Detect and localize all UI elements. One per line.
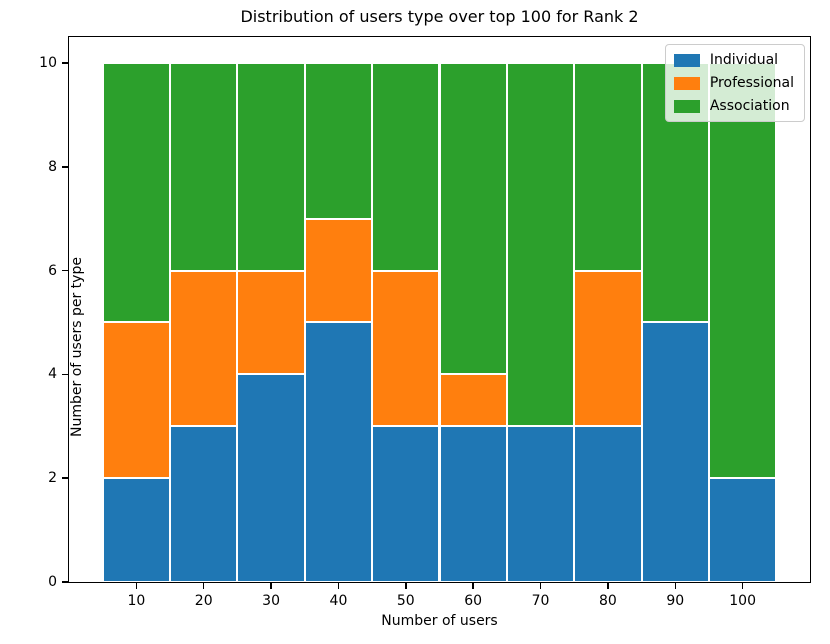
x-tick-mark [674, 583, 677, 589]
x-tick-label: 40 [329, 593, 348, 609]
bar-segment-individual-80 [574, 426, 642, 582]
bar-segment-professional-40 [304, 218, 373, 323]
bar-segment-individual-10 [102, 478, 171, 582]
bar-segment-association-70 [506, 62, 575, 427]
legend-label: Individual [709, 52, 779, 68]
bar-segment-individual-50 [372, 426, 440, 582]
legend-swatch-icon [673, 53, 700, 67]
legend-label: Association [709, 98, 790, 114]
bar-segment-professional-10 [102, 322, 171, 479]
x-tick-label: 100 [729, 593, 756, 609]
chart-title: Distribution of users type over top 100 … [240, 7, 639, 26]
legend-item-individual: Individual [673, 52, 794, 68]
bar-segment-individual-90 [641, 322, 709, 582]
legend: Individual Professional Association [664, 44, 805, 122]
legend-swatch-icon [673, 76, 700, 90]
x-tick-mark [539, 583, 542, 589]
legend-item-professional: Professional [673, 75, 794, 91]
y-tick-label: 2 [48, 470, 57, 487]
x-tick-label: 30 [262, 593, 280, 609]
x-tick-label: 50 [396, 593, 415, 609]
x-tick-label: 70 [531, 593, 550, 609]
y-tick-mark [62, 373, 68, 376]
bar-segment-individual-100 [708, 478, 777, 582]
bar-segment-professional-80 [574, 270, 642, 427]
y-tick-mark [62, 477, 68, 479]
bar-segment-professional-50 [372, 270, 440, 427]
bar-segment-individual-30 [237, 374, 305, 582]
plot-area: Number of users per type 10 20 30 40 50 60 70 8… [39, 36, 811, 609]
bar-segment-association-60 [439, 62, 507, 375]
legend-item-association: Association [673, 98, 794, 114]
x-tick-label: 80 [598, 593, 617, 609]
y-axis-label: Number of users per type [69, 257, 85, 437]
bar-segment-professional-60 [439, 374, 507, 427]
x-tick-mark [607, 583, 609, 589]
x-axis-label: Number of users [381, 613, 498, 629]
bar-segment-professional-20 [170, 270, 238, 427]
bar-segment-association-80 [574, 62, 642, 271]
y-tick-mark [62, 269, 68, 272]
y-tick-mark [62, 581, 68, 583]
x-tick-label: 90 [666, 593, 685, 609]
bar-segment-association-30 [237, 62, 305, 271]
bar-segment-individual-70 [506, 426, 575, 582]
y-tick-mark [62, 166, 68, 168]
y-tick-label: 6 [48, 262, 57, 279]
x-tick-mark [337, 583, 340, 589]
bar-segment-professional-30 [237, 270, 305, 375]
x-tick-mark [741, 583, 744, 589]
x-tick-label: 20 [194, 593, 213, 609]
y-tick-label: 0 [48, 574, 57, 590]
x-tick-mark [472, 583, 474, 589]
x-tick-label: 10 [127, 593, 146, 609]
bar-segment-individual-40 [304, 322, 373, 582]
legend-swatch-icon [673, 99, 700, 113]
legend-label: Professional [709, 75, 794, 91]
y-tick-label: 8 [48, 158, 57, 175]
x-tick-mark [135, 583, 138, 589]
x-tick-label: 60 [464, 593, 483, 609]
bar-segment-association-50 [372, 62, 440, 271]
bar-segment-association-40 [304, 62, 373, 219]
x-tick-mark [270, 583, 272, 589]
bar-segment-association-20 [170, 62, 238, 271]
bar-segment-individual-20 [170, 426, 238, 582]
y-tick-label: 4 [48, 366, 57, 383]
bar-segment-association-100 [708, 62, 777, 479]
y-tick-mark [62, 62, 68, 64]
bar-segment-individual-60 [439, 426, 507, 582]
x-tick-mark [405, 583, 407, 589]
x-tick-mark [202, 583, 205, 589]
bar-segment-association-10 [102, 62, 171, 323]
y-tick-label: 10 [39, 54, 57, 71]
